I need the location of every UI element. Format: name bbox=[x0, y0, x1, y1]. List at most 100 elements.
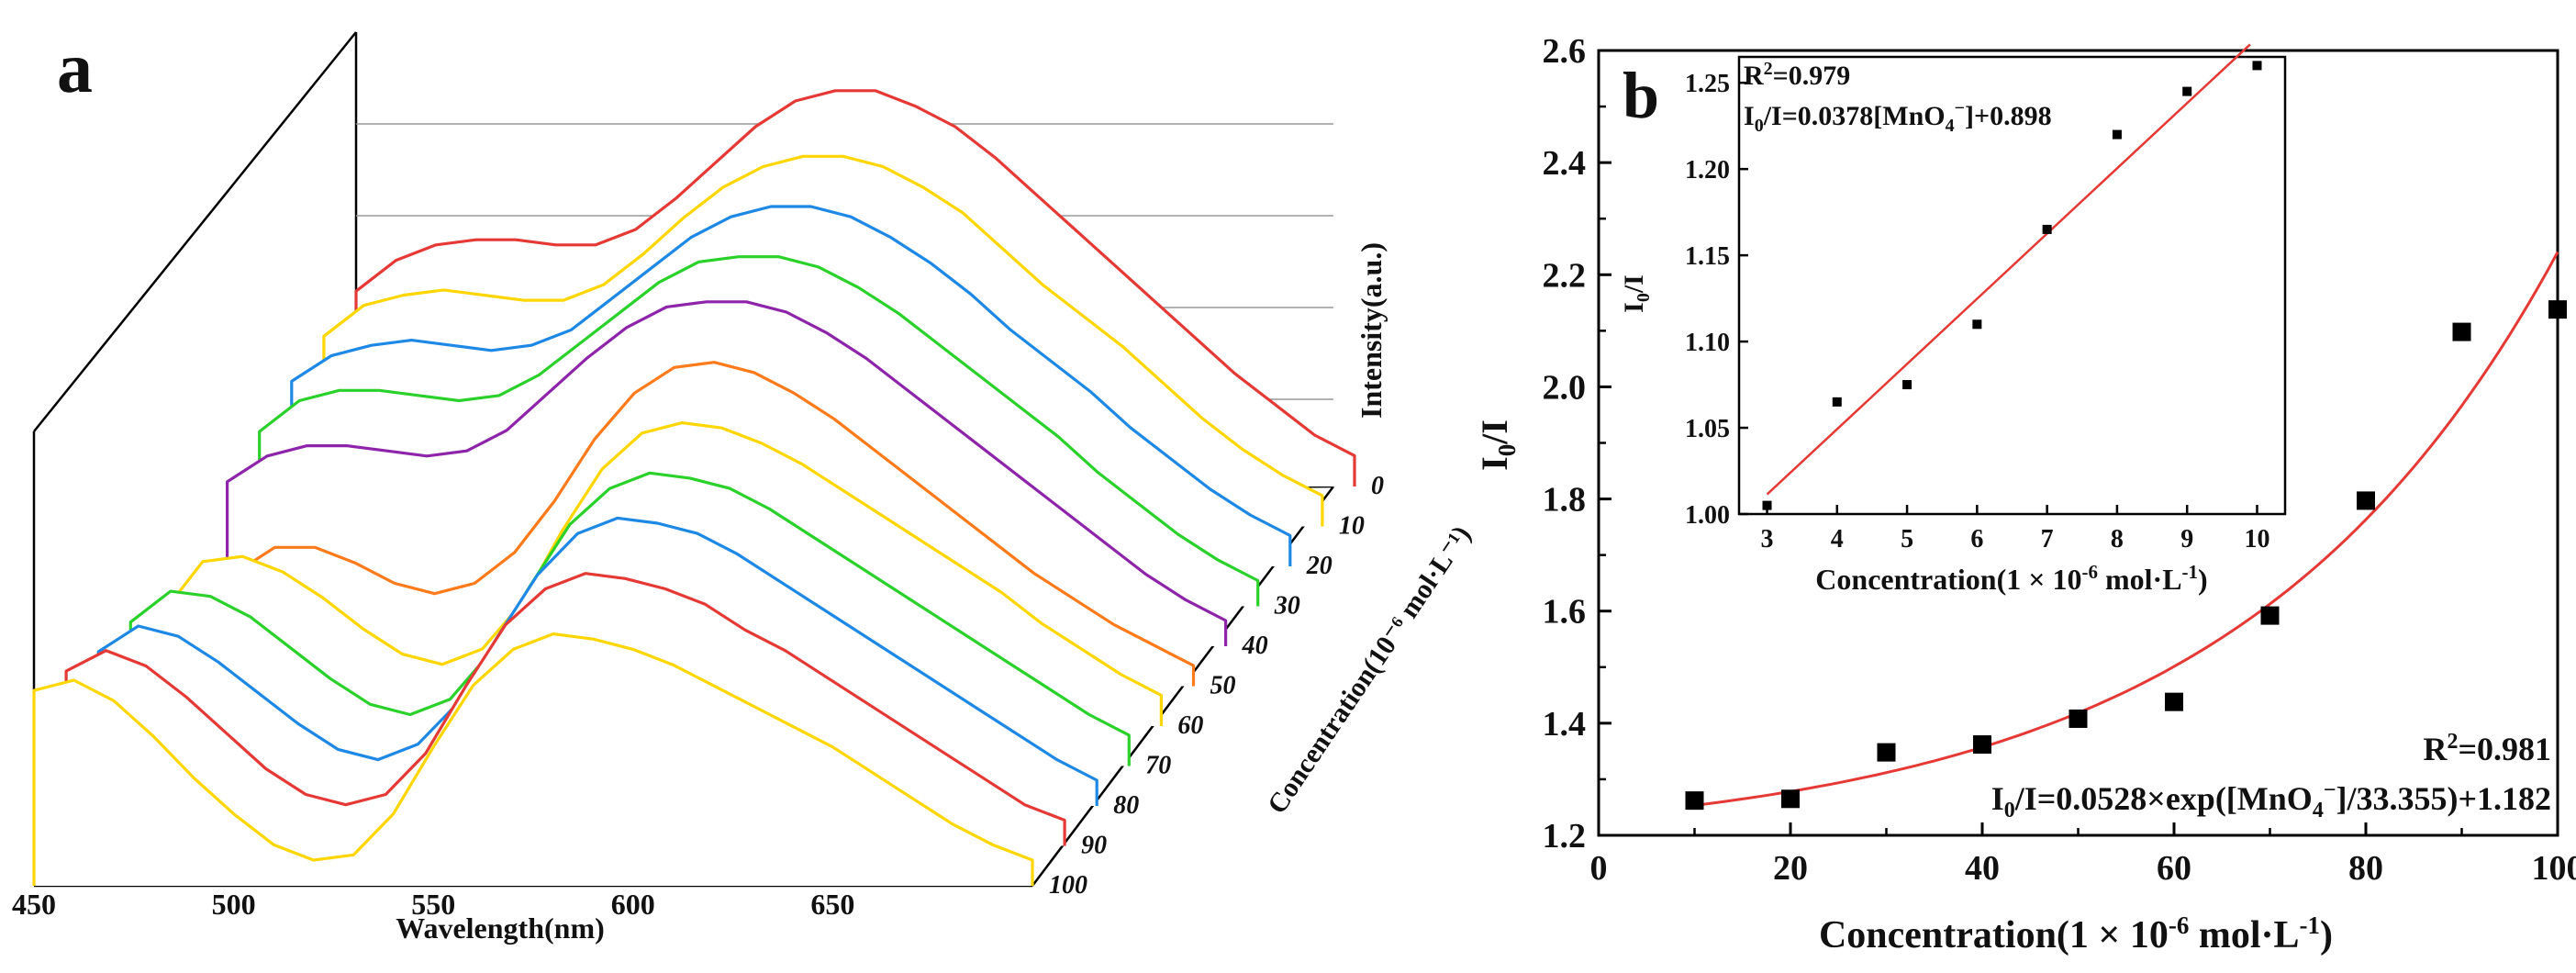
z-tick-label: 50 bbox=[1210, 672, 1236, 700]
x-tick-label: 600 bbox=[611, 888, 655, 921]
spectrum-line-20 bbox=[290, 205, 1292, 566]
panel-b-r2-annotation: R2=0.981 bbox=[2423, 730, 2551, 767]
x-tick-label: 60 bbox=[2157, 849, 2191, 888]
inset-y-ticks: 1.00 1.05 1.10 1.15 1.20 1.25 bbox=[1685, 70, 1748, 530]
inset-data-point bbox=[1972, 319, 1982, 330]
inset-x-tick-label: 8 bbox=[2111, 525, 2124, 554]
spectrum-line-90 bbox=[64, 572, 1066, 846]
spectrum-line-60 bbox=[161, 421, 1163, 726]
inset-data-point bbox=[1902, 380, 1912, 390]
panel-b-fit-curve bbox=[1694, 251, 2559, 807]
panel-a-y-axis-title: Intensity(a.u.) bbox=[1355, 242, 1388, 419]
panel-a-label: a bbox=[57, 28, 93, 107]
spectrum-line-0 bbox=[354, 89, 1356, 486]
inset-plot-frame bbox=[1737, 55, 2287, 516]
inset-x-tick-label: 5 bbox=[1901, 525, 1913, 554]
z-tick-label: 90 bbox=[1081, 832, 1107, 860]
spectrum-line-40 bbox=[226, 300, 1228, 646]
inset-x-tick-label: 6 bbox=[1970, 525, 1983, 554]
y-tick-label: 2.2 bbox=[1543, 256, 1587, 295]
spectrum-line-30 bbox=[258, 255, 1260, 607]
x-tick-label: 650 bbox=[810, 888, 854, 921]
data-point bbox=[2069, 709, 2088, 728]
z-tick-label: 30 bbox=[1274, 592, 1300, 621]
data-point bbox=[2260, 606, 2280, 625]
panel-b-inset-chart: 1.001.051.101.151.201.25 3 4 5 6 7 8 9 10 I0/I … bbox=[1619, 43, 2287, 596]
inset-y-tick-label: 1.05 bbox=[1685, 415, 1730, 443]
inset-y-tick-label: 1.20 bbox=[1685, 156, 1730, 185]
x-tick-label: 20 bbox=[1773, 849, 1808, 888]
panel-a-spectra bbox=[32, 89, 1356, 886]
inset-data-point bbox=[2042, 224, 2052, 234]
exp-fit-curve bbox=[1694, 251, 2559, 807]
x-tick-label: 100 bbox=[2532, 849, 2576, 888]
inset-equation-annotation: I0/I=0.0378[MnO4−]+0.898 bbox=[1744, 98, 2052, 136]
inset-y-tick-label: 1.15 bbox=[1685, 242, 1730, 271]
data-point bbox=[1973, 735, 1991, 755]
inset-x-tick-label: 4 bbox=[1831, 525, 1844, 554]
y-tick-label: 2.6 bbox=[1543, 32, 1587, 71]
z-tick-label: 0 bbox=[1371, 472, 1384, 500]
z-tick-label: 80 bbox=[1113, 791, 1139, 820]
y-tick-label: 1.8 bbox=[1543, 481, 1587, 520]
panel-b-x-ticks: 0 20 40 60 80 100 bbox=[1590, 822, 2576, 888]
data-point bbox=[1781, 789, 1800, 809]
y-tick-label: 2.0 bbox=[1543, 368, 1587, 407]
inset-x-axis-title: Concentration(1 × 10-6 mol·L-1) bbox=[1815, 561, 2207, 596]
panel-a-x-ticks: 450 500 550 600 650 bbox=[12, 888, 854, 921]
panel-b-label: b bbox=[1623, 59, 1659, 132]
inset-y-tick-label: 1.00 bbox=[1685, 501, 1730, 530]
data-point bbox=[2452, 322, 2471, 341]
z-tick-label: 100 bbox=[1049, 871, 1087, 900]
panel-b-equation-annotation: I0/I=0.0528×exp([MnO4−]/33.355)+1.182 bbox=[1991, 778, 2551, 822]
panel-a-x-axis-title: Wavelength(nm) bbox=[396, 911, 605, 945]
spectrum-line-80 bbox=[96, 516, 1098, 806]
inset-x-tick-label: 10 bbox=[2244, 525, 2269, 554]
data-point bbox=[1877, 743, 1896, 762]
y-tick-label: 1.4 bbox=[1543, 705, 1587, 744]
spectrum-line-100 bbox=[32, 632, 1034, 886]
spectrum-line-70 bbox=[128, 471, 1131, 766]
panel-b-y-axis-title: I0/I bbox=[1474, 419, 1521, 471]
y-tick-label: 1.6 bbox=[1543, 593, 1587, 632]
data-point bbox=[2548, 300, 2567, 319]
inset-y-tick-label: 1.10 bbox=[1685, 329, 1730, 357]
inset-data-point bbox=[2182, 86, 2192, 96]
inset-r2-annotation: R2=0.979 bbox=[1744, 59, 1850, 91]
panel-a-z-axis-title: Concentration(10⁻⁶ mol·L⁻¹) bbox=[1262, 520, 1478, 820]
inset-data-point bbox=[2112, 129, 2122, 140]
x-tick-label: 80 bbox=[2348, 849, 2383, 888]
inset-x-tick-label: 7 bbox=[2041, 525, 2054, 554]
spectrum-fill-100 bbox=[34, 633, 1032, 886]
inset-data-point bbox=[2252, 61, 2262, 71]
panel-a-waterfall-chart: a 450 500 550 600 650 Wavelength(nm) 0102030… bbox=[12, 28, 1477, 945]
z-tick-label: 40 bbox=[1242, 632, 1268, 660]
spectrum-line-50 bbox=[193, 361, 1196, 687]
inset-fit-line bbox=[1766, 43, 2251, 496]
panel-b-x-axis-title: Concentration(1 × 10-6 mol·L-1) bbox=[1819, 911, 2333, 956]
data-point bbox=[1685, 791, 1704, 811]
x-tick-label: 40 bbox=[1965, 849, 2000, 888]
panel-b-fit-chart: 1.2 1.4 1.6 1.8 2.0 2.2 2.4 2.6 0 20 40 60 80 100 I0… bbox=[1474, 32, 2576, 956]
x-tick-label: 0 bbox=[1590, 849, 1608, 888]
x-tick-label: 450 bbox=[12, 888, 56, 921]
x-tick-label: 500 bbox=[212, 888, 256, 921]
inset-data-point bbox=[1762, 500, 1772, 510]
data-point bbox=[2165, 692, 2183, 711]
inset-x-tick-label: 9 bbox=[2180, 525, 2193, 554]
z-tick-label: 20 bbox=[1306, 552, 1333, 580]
inset-y-tick-label: 1.25 bbox=[1685, 70, 1730, 98]
z-tick-label: 70 bbox=[1145, 752, 1171, 780]
y-tick-label: 1.2 bbox=[1543, 817, 1587, 856]
y-tick-label: 2.4 bbox=[1543, 144, 1587, 183]
inset-linear-fit bbox=[1766, 43, 2251, 496]
inset-x-tick-label: 3 bbox=[1761, 525, 1774, 554]
panel-b-data-points bbox=[1685, 300, 2567, 811]
inset-data-point bbox=[1832, 397, 1842, 407]
panel-b-y-ticks: 1.2 1.4 1.6 1.8 2.0 2.2 2.4 2.6 bbox=[1543, 32, 1611, 856]
inset-x-ticks: 3 4 5 6 7 8 9 10 bbox=[1761, 505, 2269, 554]
inset-data-points bbox=[1762, 61, 2262, 510]
z-tick-label: 60 bbox=[1177, 711, 1203, 740]
